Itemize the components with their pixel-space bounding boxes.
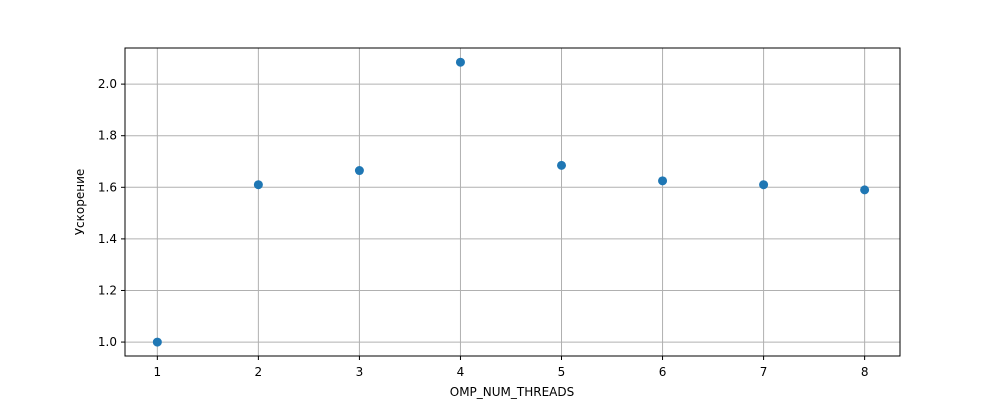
y-tick-label: 1.0 <box>98 335 117 349</box>
data-point <box>152 337 162 347</box>
x-tick-label: 1 <box>154 365 162 379</box>
data-point <box>455 57 465 67</box>
x-tick-label: 3 <box>356 365 364 379</box>
y-axis-label: Ускорение <box>73 169 87 236</box>
x-tick-label: 8 <box>861 365 869 379</box>
x-tick-label: 6 <box>659 365 667 379</box>
y-tick-label: 1.6 <box>98 180 117 194</box>
data-point <box>354 166 364 176</box>
data-point <box>253 180 263 190</box>
data-point <box>860 185 870 195</box>
data-point <box>557 160 567 170</box>
x-axis-ticks: 1 2 3 4 5 6 7 8 <box>154 356 869 379</box>
y-tick-label: 1.4 <box>98 232 117 246</box>
y-axis-ticks: 1.0 1.2 1.4 1.6 1.8 2.0 <box>98 77 125 349</box>
x-tick-label: 2 <box>255 365 263 379</box>
x-axis-label: OMP_NUM_THREADS <box>450 385 575 399</box>
y-tick-label: 1.2 <box>98 283 117 297</box>
y-tick-label: 1.8 <box>98 129 117 143</box>
x-tick-label: 4 <box>457 365 465 379</box>
data-point <box>759 180 769 190</box>
grid <box>125 48 900 356</box>
x-tick-label: 5 <box>558 365 566 379</box>
x-tick-label: 7 <box>760 365 768 379</box>
y-tick-label: 2.0 <box>98 77 117 91</box>
data-points <box>152 57 870 347</box>
data-point <box>658 176 668 186</box>
plot-frame <box>124 47 901 357</box>
